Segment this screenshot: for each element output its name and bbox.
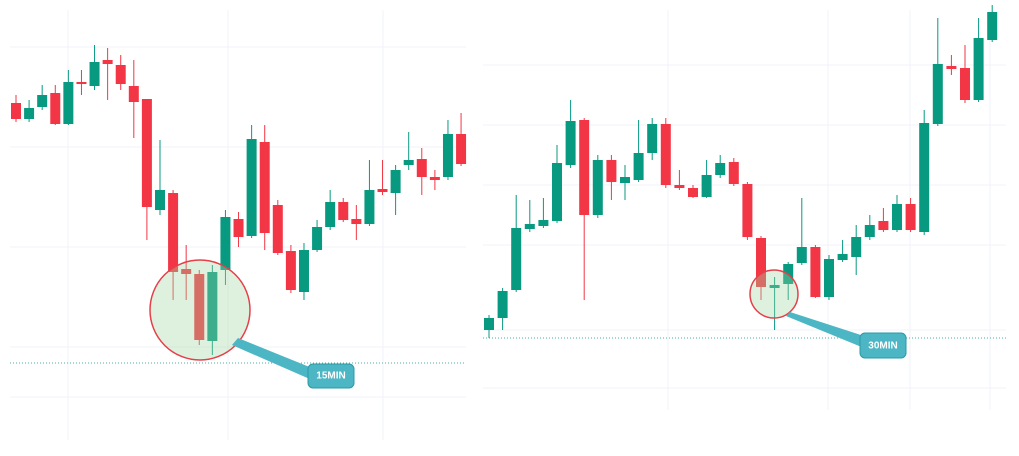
candle-body	[810, 247, 821, 297]
candles	[10, 5, 1006, 364]
candle-body	[76, 82, 87, 84]
candle-body	[633, 153, 644, 180]
candle-body	[824, 259, 834, 297]
candle-body	[181, 269, 192, 274]
candle-body	[484, 318, 494, 330]
candle-body	[325, 202, 336, 227]
candle-body	[620, 177, 630, 183]
candle-body	[416, 159, 427, 177]
candle-body	[647, 124, 658, 153]
candle-body	[246, 139, 257, 236]
callout	[859, 332, 907, 359]
annotation-15min: 15MIN	[149, 259, 355, 389]
candle-body	[364, 190, 375, 224]
candle-body	[701, 175, 712, 197]
candle-body	[403, 160, 414, 165]
candle-body	[285, 251, 296, 290]
candle-body	[194, 274, 205, 340]
candle-body	[351, 219, 362, 224]
callout	[307, 363, 355, 389]
candle-body	[312, 227, 323, 250]
candle-body	[207, 272, 218, 341]
candle-body	[538, 220, 549, 226]
highlight-circle	[149, 259, 251, 361]
candle-body	[592, 160, 603, 215]
candle-body	[769, 285, 780, 288]
candle-body	[63, 82, 74, 124]
candle-body	[674, 185, 685, 188]
candle-body	[552, 163, 562, 221]
candle-body	[233, 219, 244, 237]
candle-body	[728, 162, 739, 184]
candle-body	[987, 12, 998, 40]
candle-body	[259, 142, 270, 233]
candle-body	[932, 64, 943, 124]
candle-body	[756, 238, 766, 287]
candle-body	[497, 291, 508, 318]
candle-body	[50, 93, 61, 124]
candle-body	[298, 250, 309, 292]
candle-body	[905, 204, 916, 230]
candle-body	[338, 202, 349, 220]
candle-body	[154, 190, 165, 210]
candle-body	[796, 247, 807, 263]
callout-pointer	[232, 338, 312, 380]
candle-body	[24, 108, 35, 119]
annotation-30min: 30MIN	[749, 269, 907, 359]
candle-body	[851, 237, 862, 257]
candle-body	[606, 160, 617, 182]
candle-body	[946, 66, 957, 69]
candle-body	[115, 65, 126, 84]
candle-body	[960, 68, 970, 100]
candle-body	[919, 123, 930, 232]
candle-body	[272, 205, 283, 253]
candle-body	[878, 221, 889, 230]
candle-body	[11, 103, 21, 119]
candle-body	[864, 225, 875, 237]
candle-body	[511, 228, 522, 290]
candle-body	[390, 170, 401, 193]
candle-body	[442, 134, 453, 177]
candle-body	[37, 95, 48, 107]
highlight-circle	[749, 269, 799, 319]
candle-body	[715, 163, 726, 175]
candle-body	[892, 204, 902, 230]
candle-body	[660, 124, 671, 185]
candle-body	[688, 188, 698, 197]
callout-label: 15MIN	[316, 371, 345, 382]
candle-body	[102, 60, 113, 64]
callout-pointer	[786, 312, 864, 348]
candle-body	[377, 189, 388, 192]
candle-body	[89, 62, 100, 86]
candle-body	[220, 217, 231, 270]
candle-body	[742, 184, 753, 237]
candle-body	[168, 193, 179, 272]
candle-body	[837, 254, 848, 260]
callout-label: 30MIN	[868, 341, 897, 352]
candle-body	[524, 224, 535, 229]
candle-body	[141, 99, 152, 207]
candle-body	[973, 38, 984, 100]
candle-body	[579, 120, 590, 215]
candle-body	[429, 177, 440, 180]
candle-body	[565, 121, 576, 165]
candle-body	[456, 134, 467, 164]
candle-body	[128, 86, 139, 102]
